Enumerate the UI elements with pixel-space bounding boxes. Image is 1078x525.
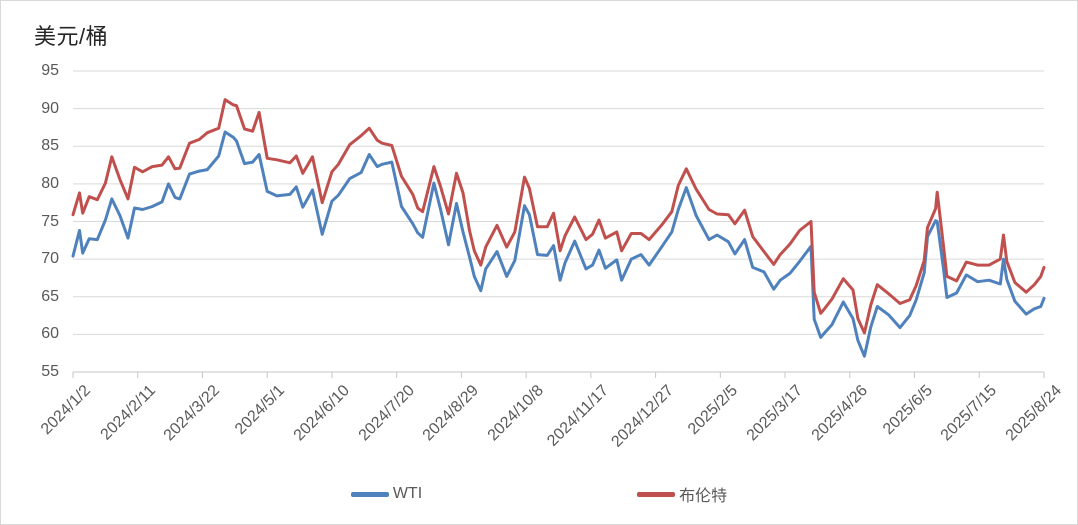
brent-line	[71, 98, 1046, 335]
legend-item-wti: WTI	[350, 485, 423, 503]
y-axis-tick-label: 55	[41, 363, 59, 380]
y-axis-tick-label: 95	[41, 62, 59, 79]
chart-legend: WTI 布伦特	[1, 482, 1077, 506]
x-axis-ticks	[72, 372, 1045, 378]
y-axis-tick-label: 65	[41, 287, 59, 305]
y-axis-tick-label: 85	[41, 137, 59, 155]
y-axis-tick-label: 60	[41, 325, 59, 343]
gridlines	[73, 70, 1044, 373]
y-axis-tick-label: 80	[41, 174, 59, 192]
legend-line-swatch	[350, 491, 389, 497]
legend-item-brent: 布伦特	[637, 482, 727, 506]
legend-line-swatch	[637, 491, 676, 497]
y-axis-tick-label: 75	[41, 212, 59, 230]
legend-label: 布伦特	[679, 488, 728, 505]
legend-label: WTI	[392, 485, 423, 502]
wti-line	[71, 130, 1046, 358]
axis-unit-label: 美元/桶	[34, 24, 109, 49]
y-axis-tick-label: 70	[41, 250, 59, 268]
y-axis-tick-label: 90	[41, 99, 59, 117]
